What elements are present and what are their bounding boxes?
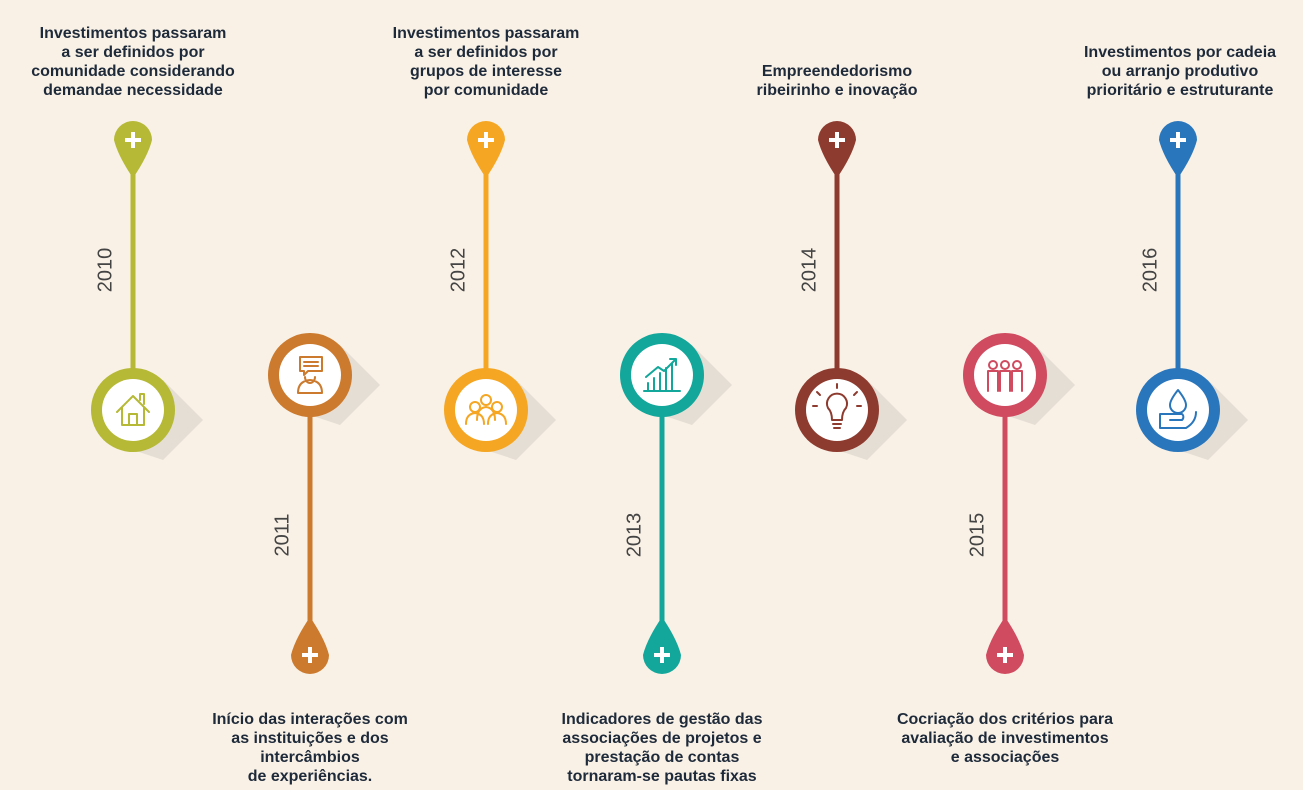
icon xyxy=(987,360,1023,392)
pin xyxy=(986,617,1024,674)
year: 2014 xyxy=(798,248,820,293)
milestone-text: prioritário e estruturante xyxy=(1087,82,1274,99)
icon xyxy=(643,358,681,392)
milestone-text: as instituições e dos xyxy=(231,730,388,747)
pin xyxy=(114,121,152,178)
icon xyxy=(812,383,862,429)
milestone-text: prestação de contas xyxy=(585,749,740,766)
milestone-text: Investimentos passaram xyxy=(40,25,227,42)
plus-icon xyxy=(997,647,1013,663)
pin xyxy=(818,121,856,178)
plus-icon xyxy=(302,647,318,663)
pin xyxy=(643,617,681,674)
icon xyxy=(116,393,150,426)
plus-icon xyxy=(1170,132,1186,148)
year: 2012 xyxy=(447,248,469,293)
icon-inner xyxy=(1147,379,1209,441)
milestone-text: demandae necessidade xyxy=(43,82,223,99)
icon-inner xyxy=(806,379,868,441)
icon-inner xyxy=(279,344,341,406)
plus-icon xyxy=(125,132,141,148)
milestone-text: comunidade considerando xyxy=(31,63,235,80)
pin xyxy=(467,121,505,178)
milestone-text: associações de projetos e xyxy=(562,730,761,747)
pin xyxy=(1159,121,1197,178)
milestone-text: de experiências. xyxy=(248,768,373,785)
year: 2016 xyxy=(1139,248,1161,293)
milestone-text: por comunidade xyxy=(424,82,549,99)
milestone-text: intercâmbios xyxy=(260,749,360,766)
icon xyxy=(297,356,323,394)
milestone-text: a ser definidos por xyxy=(61,44,204,61)
milestone-text: Início das interações com xyxy=(212,711,408,728)
milestone-text: ribeirinho e inovação xyxy=(757,82,918,99)
milestone-text: Cocriação dos critérios para xyxy=(897,711,1113,728)
year: 2013 xyxy=(623,513,645,558)
milestone-text: a ser definidos por xyxy=(414,44,557,61)
milestone-text: e associações xyxy=(951,749,1060,766)
icon xyxy=(1159,389,1197,429)
plus-icon xyxy=(654,647,670,663)
icon-inner xyxy=(631,344,693,406)
milestone-text: Indicadores de gestão das xyxy=(562,711,763,728)
year: 2011 xyxy=(271,513,293,556)
plus-icon xyxy=(478,132,494,148)
icon xyxy=(465,394,507,425)
milestone-text: Investimentos passaram xyxy=(393,25,580,42)
icon-inner xyxy=(455,379,517,441)
year: 2010 xyxy=(94,248,116,293)
milestone-text: tornaram-se pautas fixas xyxy=(567,768,757,785)
milestone-text: Investimentos por cadeia xyxy=(1084,44,1276,61)
pin xyxy=(291,617,329,674)
icon-inner xyxy=(974,344,1036,406)
milestone-text: ou arranjo produtivo xyxy=(1102,63,1259,80)
icon-inner xyxy=(102,379,164,441)
plus-icon xyxy=(829,132,845,148)
milestone-text: Empreendedorismo xyxy=(762,63,912,80)
year: 2015 xyxy=(966,513,988,558)
milestone-text: grupos de interesse xyxy=(410,63,562,80)
milestone-text: avaliação de investimentos xyxy=(901,730,1108,747)
